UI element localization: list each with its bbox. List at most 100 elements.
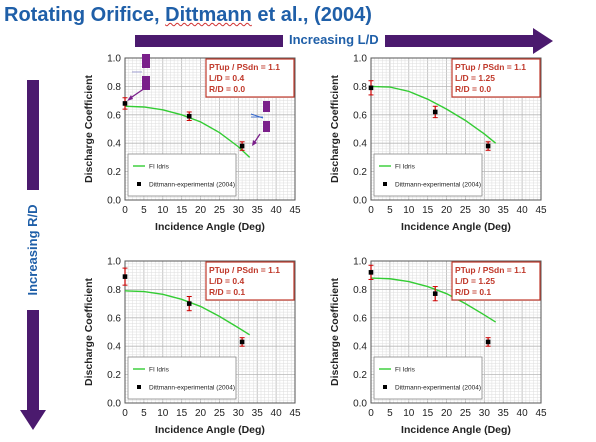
y-tick-label: 1.0 bbox=[353, 257, 367, 268]
annotation-border bbox=[451, 261, 541, 301]
chart-svg: 0 5 10 15 20 25 30 35 40 45 0.0 0.2 0.4 0.6 0.8 1.0 Inci… bbox=[83, 257, 301, 437]
x-axis-label: Incidence Angle (Deg) bbox=[401, 221, 511, 233]
legend-swatch-marker bbox=[137, 182, 141, 186]
x-tick-label: 10 bbox=[157, 408, 169, 419]
y-axis-label: Discharge Coefficient bbox=[83, 278, 95, 386]
legend-label: FI Idris bbox=[395, 367, 416, 374]
x-tick-label: 30 bbox=[233, 205, 245, 216]
legend-box bbox=[373, 356, 483, 400]
annotation-border bbox=[451, 58, 541, 98]
plot-border bbox=[124, 260, 296, 404]
x-tick-label: 0 bbox=[122, 205, 128, 216]
y-tick-label: 0.0 bbox=[107, 399, 121, 410]
legend-label: Dittmann-experimental (2004) bbox=[395, 182, 481, 189]
x-tick-label: 25 bbox=[214, 205, 226, 216]
y-tick-label: 0.6 bbox=[353, 110, 367, 121]
orifice-icon-plate bbox=[263, 101, 270, 112]
chart-top-right: 0 5 10 15 20 25 30 35 40 45 0.0 0.2 0.4 0.6 0.8 1.0 Inci… bbox=[326, 50, 552, 238]
x-tick-label: 10 bbox=[403, 205, 415, 216]
legend-label: FI Idris bbox=[395, 164, 416, 171]
y-axis-label: Discharge Coefficient bbox=[329, 75, 341, 183]
y-tick-label: 0.4 bbox=[107, 139, 121, 150]
y-axis-label: Discharge Coefficient bbox=[83, 75, 95, 183]
x-tick-label: 15 bbox=[422, 205, 434, 216]
data-point-experimental bbox=[432, 109, 438, 115]
x-tick-label: 30 bbox=[233, 408, 245, 419]
x-tick-label: 5 bbox=[141, 408, 147, 419]
x-tick-label: 15 bbox=[176, 205, 188, 216]
y-axis-label: Discharge Coefficient bbox=[329, 278, 341, 386]
x-tick-label: 5 bbox=[387, 205, 393, 216]
x-tick-label: 5 bbox=[141, 205, 147, 216]
x-tick-label: 40 bbox=[517, 205, 529, 216]
callout-arrowhead bbox=[127, 95, 133, 101]
x-tick-label: 25 bbox=[214, 408, 226, 419]
annotation-box: PTup / PSdn = 1.1L/D = 1.25R/D = 0.1 bbox=[451, 261, 541, 301]
x-axis-label: Incidence Angle (Deg) bbox=[155, 221, 265, 233]
y-tick-label: 0.6 bbox=[107, 313, 121, 324]
x-tick-label: 40 bbox=[271, 205, 283, 216]
y-tick-label: 1.0 bbox=[107, 257, 121, 268]
y-tick-label: 0.4 bbox=[353, 342, 367, 353]
x-tick-label: 40 bbox=[517, 408, 529, 419]
legend-label: FI Idris bbox=[149, 367, 170, 374]
legend-label: Dittmann-experimental (2004) bbox=[149, 385, 235, 392]
callout-arrow bbox=[128, 85, 149, 100]
title-suffix: et al., (2004) bbox=[251, 4, 372, 26]
x-tick-label: 35 bbox=[498, 205, 510, 216]
data-point-experimental bbox=[239, 143, 245, 149]
series-line-fi-idris bbox=[370, 85, 497, 144]
y-tick-label: 0.4 bbox=[107, 342, 121, 353]
x-tick-label: 35 bbox=[252, 408, 264, 419]
y-tick-label: 0.4 bbox=[353, 139, 367, 150]
title-author: Dittmann bbox=[165, 4, 252, 26]
x-tick-label: 25 bbox=[460, 408, 472, 419]
y-tick-label: 0.2 bbox=[107, 167, 121, 178]
x-tick-label: 40 bbox=[271, 408, 283, 419]
x-axis-label: Incidence Angle (Deg) bbox=[155, 424, 265, 436]
x-tick-label: 10 bbox=[157, 205, 169, 216]
legend-label: Dittmann-experimental (2004) bbox=[395, 385, 481, 392]
x-tick-label: 5 bbox=[387, 408, 393, 419]
data-point-experimental bbox=[239, 339, 245, 345]
annotation-line: PTup / PSdn = 1.1 bbox=[209, 265, 280, 275]
chart-svg: 0 5 10 15 20 25 30 35 40 45 0.0 0.2 0.4 0.6 0.8 1.0 Inci… bbox=[83, 54, 301, 234]
legend: FI Idris Dittmann-experimental (2004) bbox=[373, 356, 483, 400]
y-tick-label: 0.8 bbox=[353, 82, 367, 93]
plot-border bbox=[370, 57, 542, 201]
legend-box bbox=[127, 356, 237, 400]
x-axis-label: Incidence Angle (Deg) bbox=[401, 424, 511, 436]
y-tick-label: 0.2 bbox=[107, 370, 121, 381]
x-tick-label: 30 bbox=[479, 205, 491, 216]
annotation-box: PTup / PSdn = 1.1L/D = 0.4R/D = 0.1 bbox=[205, 261, 295, 301]
x-tick-label: 35 bbox=[498, 408, 510, 419]
x-tick-label: 45 bbox=[289, 408, 301, 419]
annotation-line: R/D = 0.1 bbox=[209, 287, 245, 297]
x-tick-label: 20 bbox=[441, 205, 453, 216]
annotation-line: R/D = 0.0 bbox=[209, 84, 245, 94]
legend: FI Idris Dittmann-experimental (2004) bbox=[127, 356, 237, 400]
x-tick-label: 10 bbox=[403, 408, 415, 419]
chart-bottom-left: 0 5 10 15 20 25 30 35 40 45 0.0 0.2 0.4 0.6 0.8 1.0 Inci… bbox=[80, 253, 306, 441]
legend: FI Idris Dittmann-experimental (2004) bbox=[127, 153, 237, 197]
data-point-experimental bbox=[432, 291, 438, 296]
data-point-experimental bbox=[122, 274, 128, 279]
y-tick-label: 0.8 bbox=[107, 82, 121, 93]
series-line-fi-idris bbox=[370, 277, 497, 323]
x-tick-label: 0 bbox=[122, 408, 128, 419]
x-tick-label: 15 bbox=[422, 408, 434, 419]
y-tick-label: 1.0 bbox=[107, 54, 121, 65]
annotation-box: PTup / PSdn = 1.1L/D = 0.4R/D = 0.0 bbox=[205, 58, 295, 98]
orifice-icon-plate bbox=[142, 76, 150, 90]
annotation-border bbox=[205, 58, 295, 98]
annotation-line: R/D = 0.0 bbox=[455, 84, 491, 94]
data-point-experimental bbox=[368, 270, 374, 275]
x-tick-label: 45 bbox=[535, 408, 547, 419]
x-tick-label: 35 bbox=[252, 205, 264, 216]
annotation-line: L/D = 0.4 bbox=[209, 276, 244, 286]
legend-box bbox=[127, 153, 237, 197]
legend: FI Idris Dittmann-experimental (2004) bbox=[373, 153, 483, 197]
plot-border bbox=[124, 57, 296, 201]
chart-svg: 0 5 10 15 20 25 30 35 40 45 0.0 0.2 0.4 0.6 0.8 1.0 Inci… bbox=[329, 54, 547, 234]
